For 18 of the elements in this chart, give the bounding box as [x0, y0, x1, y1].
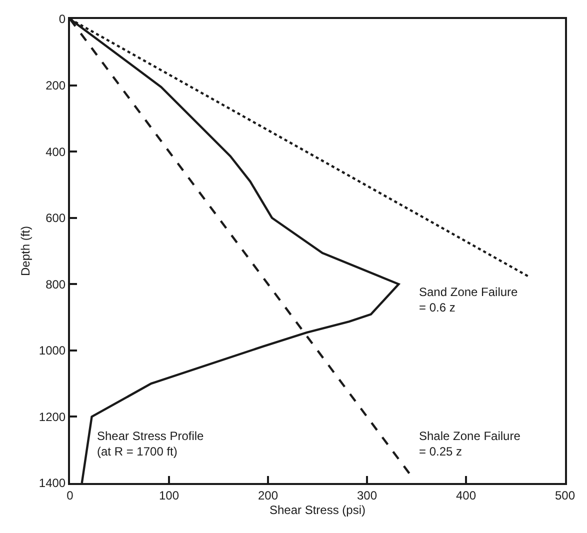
y-tick-label: 1000 [38, 344, 66, 358]
x-tick-label: 400 [456, 488, 476, 502]
x-tick-label: 200 [258, 488, 278, 502]
y-tick-label: 1400 [38, 476, 66, 490]
y-tick-label: 0 [58, 12, 66, 26]
annotation: Shear Stress Profile (at R = 1700 ft) [97, 429, 204, 459]
x-tick-label: 100 [158, 488, 180, 502]
y-axis-title: Depth (ft) [18, 226, 33, 276]
x-tick-label: 500 [554, 488, 576, 502]
y-tick-label: 800 [46, 277, 66, 292]
annotation: Shale Zone Failure = 0.25 z [419, 429, 521, 459]
annotation: Sand Zone Failure = 0.6 z [419, 285, 518, 315]
y-tick-label: 200 [46, 78, 66, 92]
y-tick-label: 600 [46, 211, 66, 226]
x-tick-label: 300 [356, 488, 378, 502]
y-tick-label: 400 [46, 144, 66, 159]
y-tick-label: 1200 [38, 410, 66, 424]
x-axis-title: Shear Stress (psi) [269, 502, 366, 517]
